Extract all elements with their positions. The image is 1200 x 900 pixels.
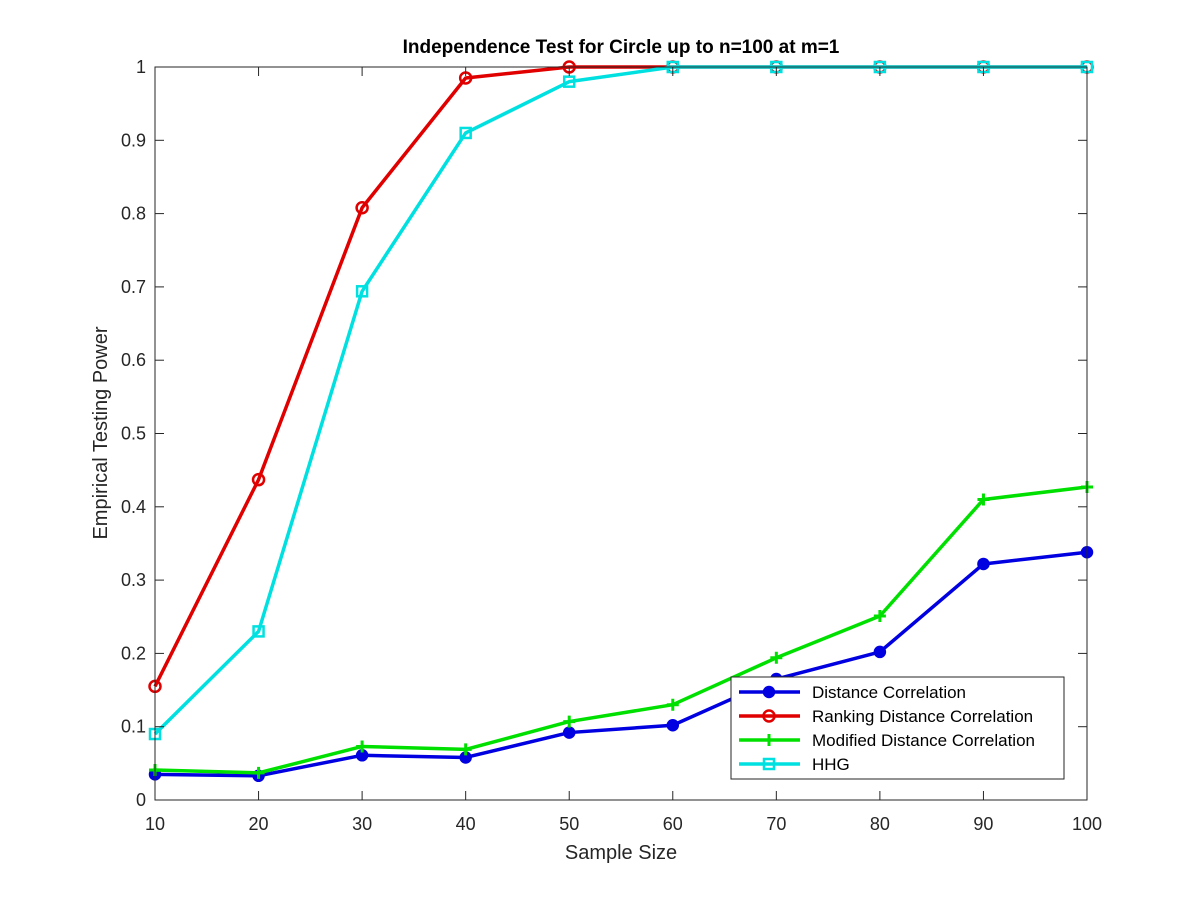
data-point — [666, 698, 679, 711]
legend-entry: HHG — [739, 755, 850, 774]
y-tick-label: 1 — [136, 57, 146, 77]
y-tick-label: 0.8 — [121, 204, 146, 224]
x-tick-label: 20 — [249, 814, 269, 834]
data-point — [563, 715, 576, 728]
y-tick-label: 0.2 — [121, 643, 146, 663]
data-point — [873, 645, 887, 659]
legend: Distance Correlation Ranking Distance Cor… — [730, 676, 1065, 780]
x-tick-label: 100 — [1072, 814, 1102, 834]
legend-label: Modified Distance Correlation — [812, 731, 1035, 750]
data-point — [977, 493, 990, 506]
y-tick-label: 0.4 — [121, 497, 146, 517]
data-point — [562, 726, 576, 739]
legend-entry: Ranking Distance Correlation — [739, 707, 1033, 726]
data-point — [666, 718, 680, 732]
series-line — [154, 485, 1088, 775]
data-point — [355, 200, 369, 215]
legend-box — [730, 676, 1065, 780]
series-2 — [149, 481, 1093, 779]
legend-label: Ranking Distance Correlation — [812, 707, 1033, 726]
data-point — [977, 557, 990, 571]
legend-entry: Modified Distance Correlation — [739, 731, 1035, 750]
x-tick-label: 80 — [870, 814, 890, 834]
legend-marker — [762, 685, 776, 699]
data-point — [459, 126, 472, 140]
data-point — [355, 285, 369, 298]
y-tick-label: 0 — [136, 790, 146, 810]
tick-layer: 10 20 30 40 50 60 70 80 90 100 0 0.1 0.2 0.3 0.4 0.5 0.6… — [121, 57, 1102, 834]
y-tick-label: 0.3 — [121, 570, 146, 590]
chart-title: Independence Test for Circle up to n=100… — [403, 37, 840, 58]
y-tick-label: 0.5 — [121, 424, 146, 444]
data-point — [252, 625, 265, 638]
x-tick-label: 70 — [766, 814, 786, 834]
x-tick-label: 60 — [663, 814, 683, 834]
legend-marker — [762, 709, 776, 723]
data-point — [562, 75, 576, 88]
y-tick-label: 0.9 — [121, 130, 146, 150]
y-tick-label: 0.7 — [121, 277, 146, 297]
legend-label: Distance Correlation — [812, 683, 966, 702]
data-point — [356, 740, 369, 753]
x-tick-label: 90 — [973, 814, 993, 834]
x-tick-label: 50 — [559, 814, 579, 834]
data-point — [252, 766, 265, 779]
legend-entry: Distance Correlation — [739, 683, 966, 702]
x-tick-label: 40 — [456, 814, 476, 834]
data-point — [770, 651, 783, 664]
data-point — [251, 472, 266, 487]
x-axis-label: Sample Size — [565, 842, 677, 864]
y-tick-label: 0.6 — [121, 350, 146, 370]
y-tick-label: 0.1 — [121, 717, 146, 737]
x-tick-label: 10 — [145, 814, 165, 834]
x-tick-label: 30 — [352, 814, 372, 834]
series-line — [154, 550, 1088, 778]
legend-marker — [763, 734, 775, 746]
legend-label: HHG — [812, 755, 850, 774]
data-point — [459, 743, 472, 756]
data-point — [873, 610, 886, 623]
y-axis-label: Empirical Testing Power — [90, 326, 112, 539]
legend-marker — [762, 757, 776, 771]
